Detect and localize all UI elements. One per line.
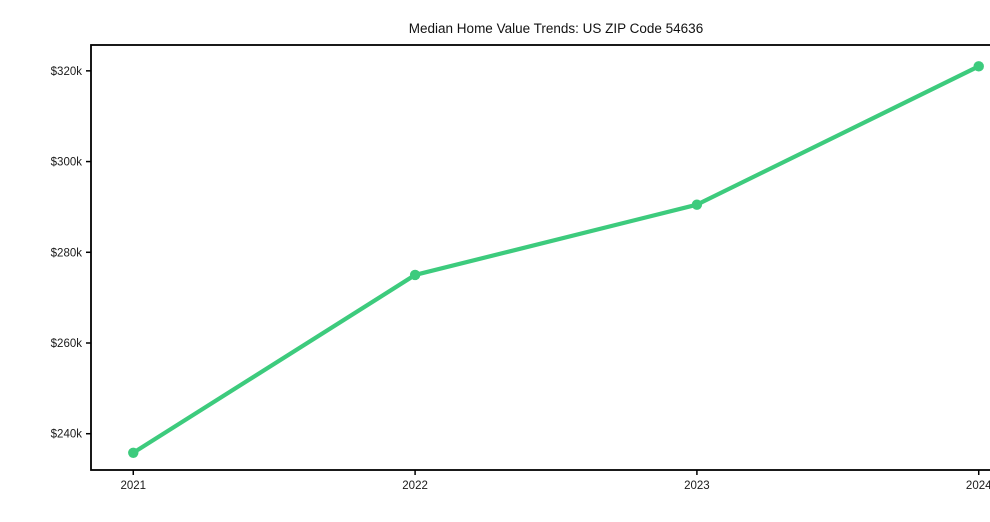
x-tick-label: 2023 (684, 480, 710, 492)
y-tick-label: $300k (51, 157, 83, 169)
data-point (409, 269, 421, 281)
trend-line (131, 64, 981, 455)
y-tick-label: $260k (51, 338, 83, 350)
data-point (128, 447, 139, 458)
chart-title: Median Home Value Trends: US ZIP Code 54… (408, 21, 704, 36)
y-tick-label: $240k (51, 429, 83, 441)
data-point (691, 199, 703, 210)
y-tick-label: $320k (51, 66, 83, 78)
line-chart: $240k $260k $280k $300k $320k 2021 2022 2023 202… (51, 44, 990, 492)
x-tick-label: 2024 (966, 480, 990, 492)
x-tick-label: 2021 (120, 480, 146, 492)
data-point (973, 61, 984, 72)
x-tick-label: 2022 (402, 480, 428, 492)
chart-figure: Median Home Value Trends: US ZIP Code 54… (40, 16, 990, 506)
y-tick-label: $280k (51, 247, 83, 259)
plot-border (90, 44, 990, 471)
